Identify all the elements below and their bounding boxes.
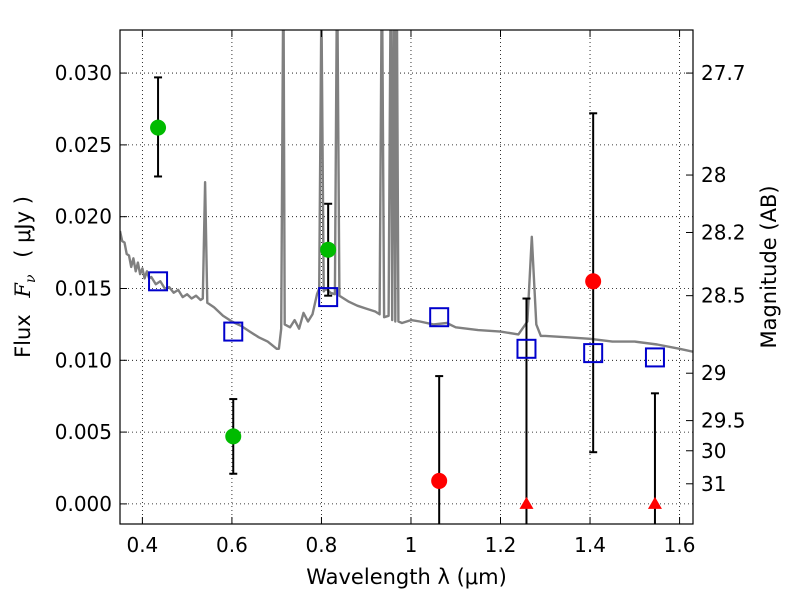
detection-point (150, 119, 167, 136)
template-line (120, 30, 693, 353)
axis-ticks: 0.4 0.6 0.8 1 1.2 1.4 1.6 0.000 0.005 0.010 0.015 0… (55, 30, 746, 557)
y-tick-label: 0.015 (55, 276, 112, 300)
model-square (429, 307, 450, 328)
right-tick-label: 29.5 (701, 409, 746, 433)
y-tick-label: 0.000 (55, 492, 112, 516)
x-tick-label: 0.6 (216, 533, 248, 557)
y-tick-label: 0.030 (55, 61, 112, 85)
x-tick-label: 1.4 (574, 533, 606, 557)
right-tick-label: 27.7 (701, 61, 746, 85)
right-tick-label: 28.2 (701, 220, 746, 244)
upper-limit-triangle (519, 496, 534, 509)
model-square (644, 347, 665, 368)
model-square (223, 321, 244, 342)
detection-point (320, 241, 337, 258)
template-spectrum (120, 30, 693, 353)
y-tick-label: 0.020 (55, 205, 112, 229)
x-tick-label: 1.6 (664, 533, 696, 557)
plot-frame (119, 29, 694, 525)
right-tick-label: 28 (701, 163, 726, 187)
x-tick-label: 1.2 (485, 533, 517, 557)
error-bars (154, 76, 659, 524)
y-tick-label: 0.010 (55, 348, 112, 372)
model-square (318, 287, 339, 308)
y-axis-label-right: Magnitude (AB) (757, 185, 781, 348)
right-tick-label: 30 (701, 439, 726, 463)
x-tick-label: 0.8 (306, 533, 338, 557)
y-tick-label: 0.005 (55, 420, 112, 444)
y-axis-label-left: Flux Fν ( μJy ) (11, 196, 40, 358)
red-point (585, 273, 602, 290)
red-point (431, 472, 448, 489)
upper-limit-triangle (647, 496, 662, 509)
model-square (583, 343, 604, 364)
y-tick-label: 0.025 (55, 133, 112, 157)
right-tick-label: 31 (701, 472, 726, 496)
right-tick-label: 29 (701, 361, 726, 385)
model-square (516, 338, 537, 359)
model-square (148, 271, 169, 292)
detection-point (225, 428, 242, 445)
x-axis-label: Wavelength λ (μm) (306, 565, 507, 589)
right-tick-label: 28.5 (701, 284, 746, 308)
data-markers (148, 119, 665, 509)
x-tick-label: 0.4 (126, 533, 158, 557)
x-tick-label: 1 (405, 533, 418, 557)
